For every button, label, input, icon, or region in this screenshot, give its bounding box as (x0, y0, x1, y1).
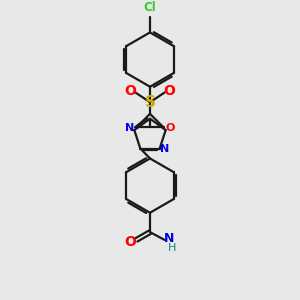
Text: Cl: Cl (144, 1, 156, 14)
Text: O: O (125, 84, 136, 98)
Text: O: O (166, 123, 175, 133)
Text: O: O (125, 235, 136, 249)
Text: S: S (145, 95, 155, 110)
Text: H: H (168, 243, 176, 253)
Text: O: O (164, 84, 175, 98)
Text: N: N (160, 143, 169, 154)
Text: N: N (125, 123, 134, 133)
Text: N: N (164, 232, 175, 245)
